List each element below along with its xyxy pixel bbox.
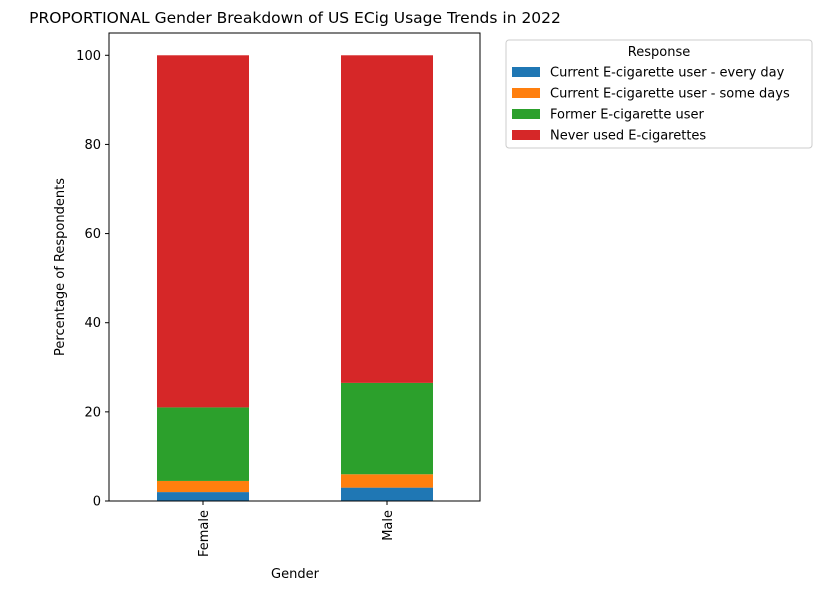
y-tick-label: 20 [84, 405, 101, 420]
bar-female-series-4 [157, 55, 249, 408]
x-tick-label-female: Female [197, 510, 212, 557]
y-tick-label: 40 [84, 316, 101, 331]
legend-label: Former E-cigarette user [550, 108, 704, 123]
plot-frame [108, 32, 481, 502]
x-axis: Female Male [197, 501, 396, 557]
legend-title: Response [628, 45, 690, 60]
legend-label: Current E-cigarette user - some days [550, 87, 790, 102]
bar-female-series-1 [157, 492, 249, 501]
chart-title: PROPORTIONAL Gender Breakdown of US ECig… [29, 9, 561, 27]
legend: Response Current E-cigarette user - ever… [505, 39, 813, 149]
y-axis: 0 20 40 60 80 100 [76, 49, 109, 510]
legend-label: Current E-cigarette user - every day [550, 66, 785, 81]
y-tick-label: 60 [84, 227, 101, 242]
bar-male-series-1 [341, 487, 433, 501]
legend-swatch [512, 130, 540, 140]
legend-frame [505, 39, 813, 149]
bar-male-series-3 [341, 382, 433, 475]
legend-swatch [512, 109, 540, 119]
y-tick-label: 0 [93, 495, 101, 510]
legend-label: Never used E-cigarettes [550, 129, 706, 144]
bars-group [157, 55, 433, 501]
y-axis-label: Percentage of Respondents [53, 178, 68, 356]
x-tick-label-male: Male [381, 510, 396, 541]
legend-swatch [512, 67, 540, 77]
bar-male-series-4 [341, 55, 433, 383]
bar-female-series-3 [157, 407, 249, 481]
legend-swatch [512, 88, 540, 98]
y-tick-label: 100 [76, 49, 101, 64]
y-tick-label: 80 [84, 138, 101, 153]
x-axis-label: Gender [271, 567, 320, 582]
legend-items: Current E-cigarette user - every day Curr… [512, 66, 790, 144]
bar-male-series-2 [341, 474, 433, 488]
bar-female-series-2 [157, 480, 249, 493]
